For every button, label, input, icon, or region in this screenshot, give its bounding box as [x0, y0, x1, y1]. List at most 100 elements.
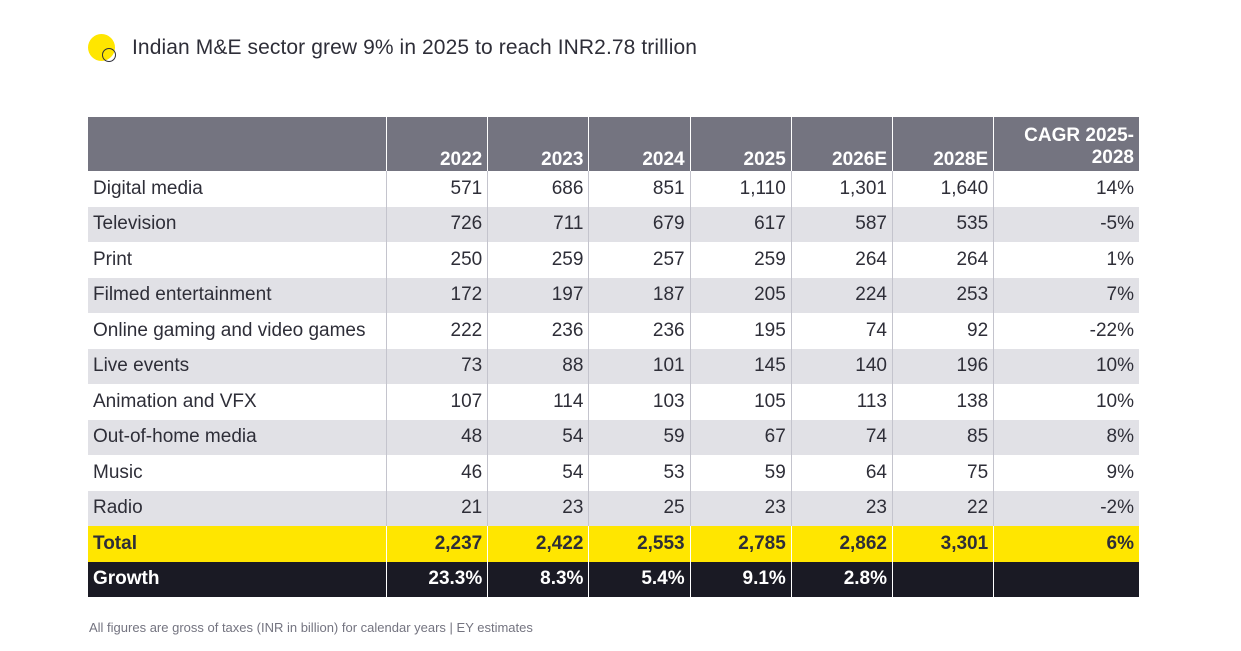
column-header: 2023: [487, 117, 589, 171]
table-cell: [993, 561, 1139, 597]
table-cell: 67: [689, 419, 792, 455]
table-cell: 59: [689, 455, 792, 491]
table-row: Television 726 711 679 617 587 535 -5%: [88, 206, 1139, 242]
table-cell: 59: [588, 419, 691, 455]
row-label: Television: [93, 213, 177, 235]
footnote: All figures are gross of taxes (INR in b…: [89, 620, 533, 635]
table-cell: 2,422: [487, 526, 589, 562]
table-cell: 571: [386, 171, 488, 207]
row-label: Print: [93, 248, 133, 270]
table-cell: 3,301: [891, 526, 994, 562]
table-cell: 8.3%: [487, 561, 589, 597]
table-cell: 711: [487, 206, 589, 242]
table-cell: 222: [386, 313, 488, 349]
table-cell: 75: [891, 455, 994, 491]
table-cell: [891, 561, 994, 597]
table-body: Digital media 571 686 851 1,110 1,301 1,640 14%…: [88, 171, 1139, 597]
table-cell: 679: [588, 206, 691, 242]
table-cell: 23: [487, 490, 589, 526]
table-cell: 23.3%: [386, 561, 488, 597]
column-header: 2024: [588, 117, 691, 171]
table-cell: 9%: [993, 455, 1139, 491]
table-cell: 686: [487, 171, 589, 207]
table-cell: 25: [588, 490, 691, 526]
table-cell: 2,862: [790, 526, 893, 562]
table-row: Digital media 571 686 851 1,110 1,301 1,640 14%: [88, 171, 1139, 207]
table-cell: 264: [891, 242, 994, 278]
table-cell: 195: [689, 313, 792, 349]
table-cell: -5%: [993, 206, 1139, 242]
table-cell: 7%: [993, 277, 1139, 313]
table-cell: 23: [689, 490, 792, 526]
table-row: Music 46 54 53 59 64 75 9%: [88, 455, 1139, 491]
title-bar: Indian M&E sector grew 9% in 2025 to rea…: [88, 30, 697, 66]
table-cell: 172: [386, 277, 488, 313]
column-header: 2022: [386, 117, 488, 171]
table-cell: 14%: [993, 171, 1139, 207]
table-row: Print 250 259 257 259 264 264 1%: [88, 242, 1139, 278]
table-cell: 726: [386, 206, 488, 242]
table-cell: 851: [588, 171, 691, 207]
table-cell: 5.4%: [588, 561, 691, 597]
table-cell: 2,785: [689, 526, 792, 562]
table-cell: 250: [386, 242, 488, 278]
table-cell: 107: [386, 384, 488, 420]
row-label: Live events: [93, 355, 190, 377]
table-cell: 48: [386, 419, 488, 455]
row-label: Online gaming and video games: [93, 319, 366, 341]
table-cell: 54: [487, 455, 589, 491]
table-cell: 1,110: [689, 171, 792, 207]
table-cell: 1%: [993, 242, 1139, 278]
header-blank: [88, 117, 387, 171]
table-cell: 197: [487, 277, 589, 313]
table-row: Animation and VFX 107 114 103 105 113 138 10%: [88, 384, 1139, 420]
row-label: Animation and VFX: [93, 390, 257, 412]
table-cell: -22%: [993, 313, 1139, 349]
table-cell: 85: [891, 419, 994, 455]
table-row: Online gaming and video games 222 236 236 19…: [88, 313, 1139, 349]
row-label: Digital media: [93, 177, 203, 199]
table-cell: 6%: [993, 526, 1139, 562]
table-cell: 140: [790, 348, 893, 384]
table-cell: 92: [891, 313, 994, 349]
table-cell: 10%: [993, 348, 1139, 384]
table-cell: 8%: [993, 419, 1139, 455]
column-header: 2025: [689, 117, 792, 171]
table-cell: 196: [891, 348, 994, 384]
row-label: Out-of-home media: [93, 426, 257, 448]
table-cell: 138: [891, 384, 994, 420]
table-cell: 224: [790, 277, 893, 313]
table-cell: 253: [891, 277, 994, 313]
row-label: Growth: [93, 568, 160, 589]
table-cell: 73: [386, 348, 488, 384]
table-cell: 187: [588, 277, 691, 313]
table-cell: 53: [588, 455, 691, 491]
table-cell: 617: [689, 206, 792, 242]
table-cell: 1,640: [891, 171, 994, 207]
table-cell: 114: [487, 384, 589, 420]
table-cell: 64: [790, 455, 893, 491]
table-cell: 236: [487, 313, 589, 349]
table-cell: 54: [487, 419, 589, 455]
row-label: Filmed entertainment: [93, 284, 272, 306]
table-cell: 22: [891, 490, 994, 526]
row-label: Total: [93, 532, 137, 554]
column-header: 2028E: [891, 117, 994, 171]
total-row: Total 2,237 2,422 2,553 2,785 2,862 3,301 6%: [88, 526, 1139, 562]
table-cell: 9.1%: [689, 561, 792, 597]
row-label: Music: [93, 461, 143, 483]
table-cell: 205: [689, 277, 792, 313]
table-cell: 105: [689, 384, 792, 420]
sector-table: 2022 2023 2024 2025 2026E 2028E CAGR 202…: [88, 117, 1139, 597]
table-cell: 23: [790, 490, 893, 526]
table-header-row: 2022 2023 2024 2025 2026E 2028E CAGR 202…: [88, 117, 1139, 171]
column-header: 2026E: [790, 117, 893, 171]
table-cell: 535: [891, 206, 994, 242]
ey-bullet-icon: [88, 30, 122, 66]
table-row: Filmed entertainment 172 197 187 205 224 253 7%: [88, 277, 1139, 313]
table-cell: 145: [689, 348, 792, 384]
table-cell: 264: [790, 242, 893, 278]
table-row: Out-of-home media 48 54 59 67 74 85 8%: [88, 419, 1139, 455]
table-cell: 74: [790, 313, 893, 349]
column-header-cagr: CAGR 2025- 2028: [993, 117, 1139, 171]
